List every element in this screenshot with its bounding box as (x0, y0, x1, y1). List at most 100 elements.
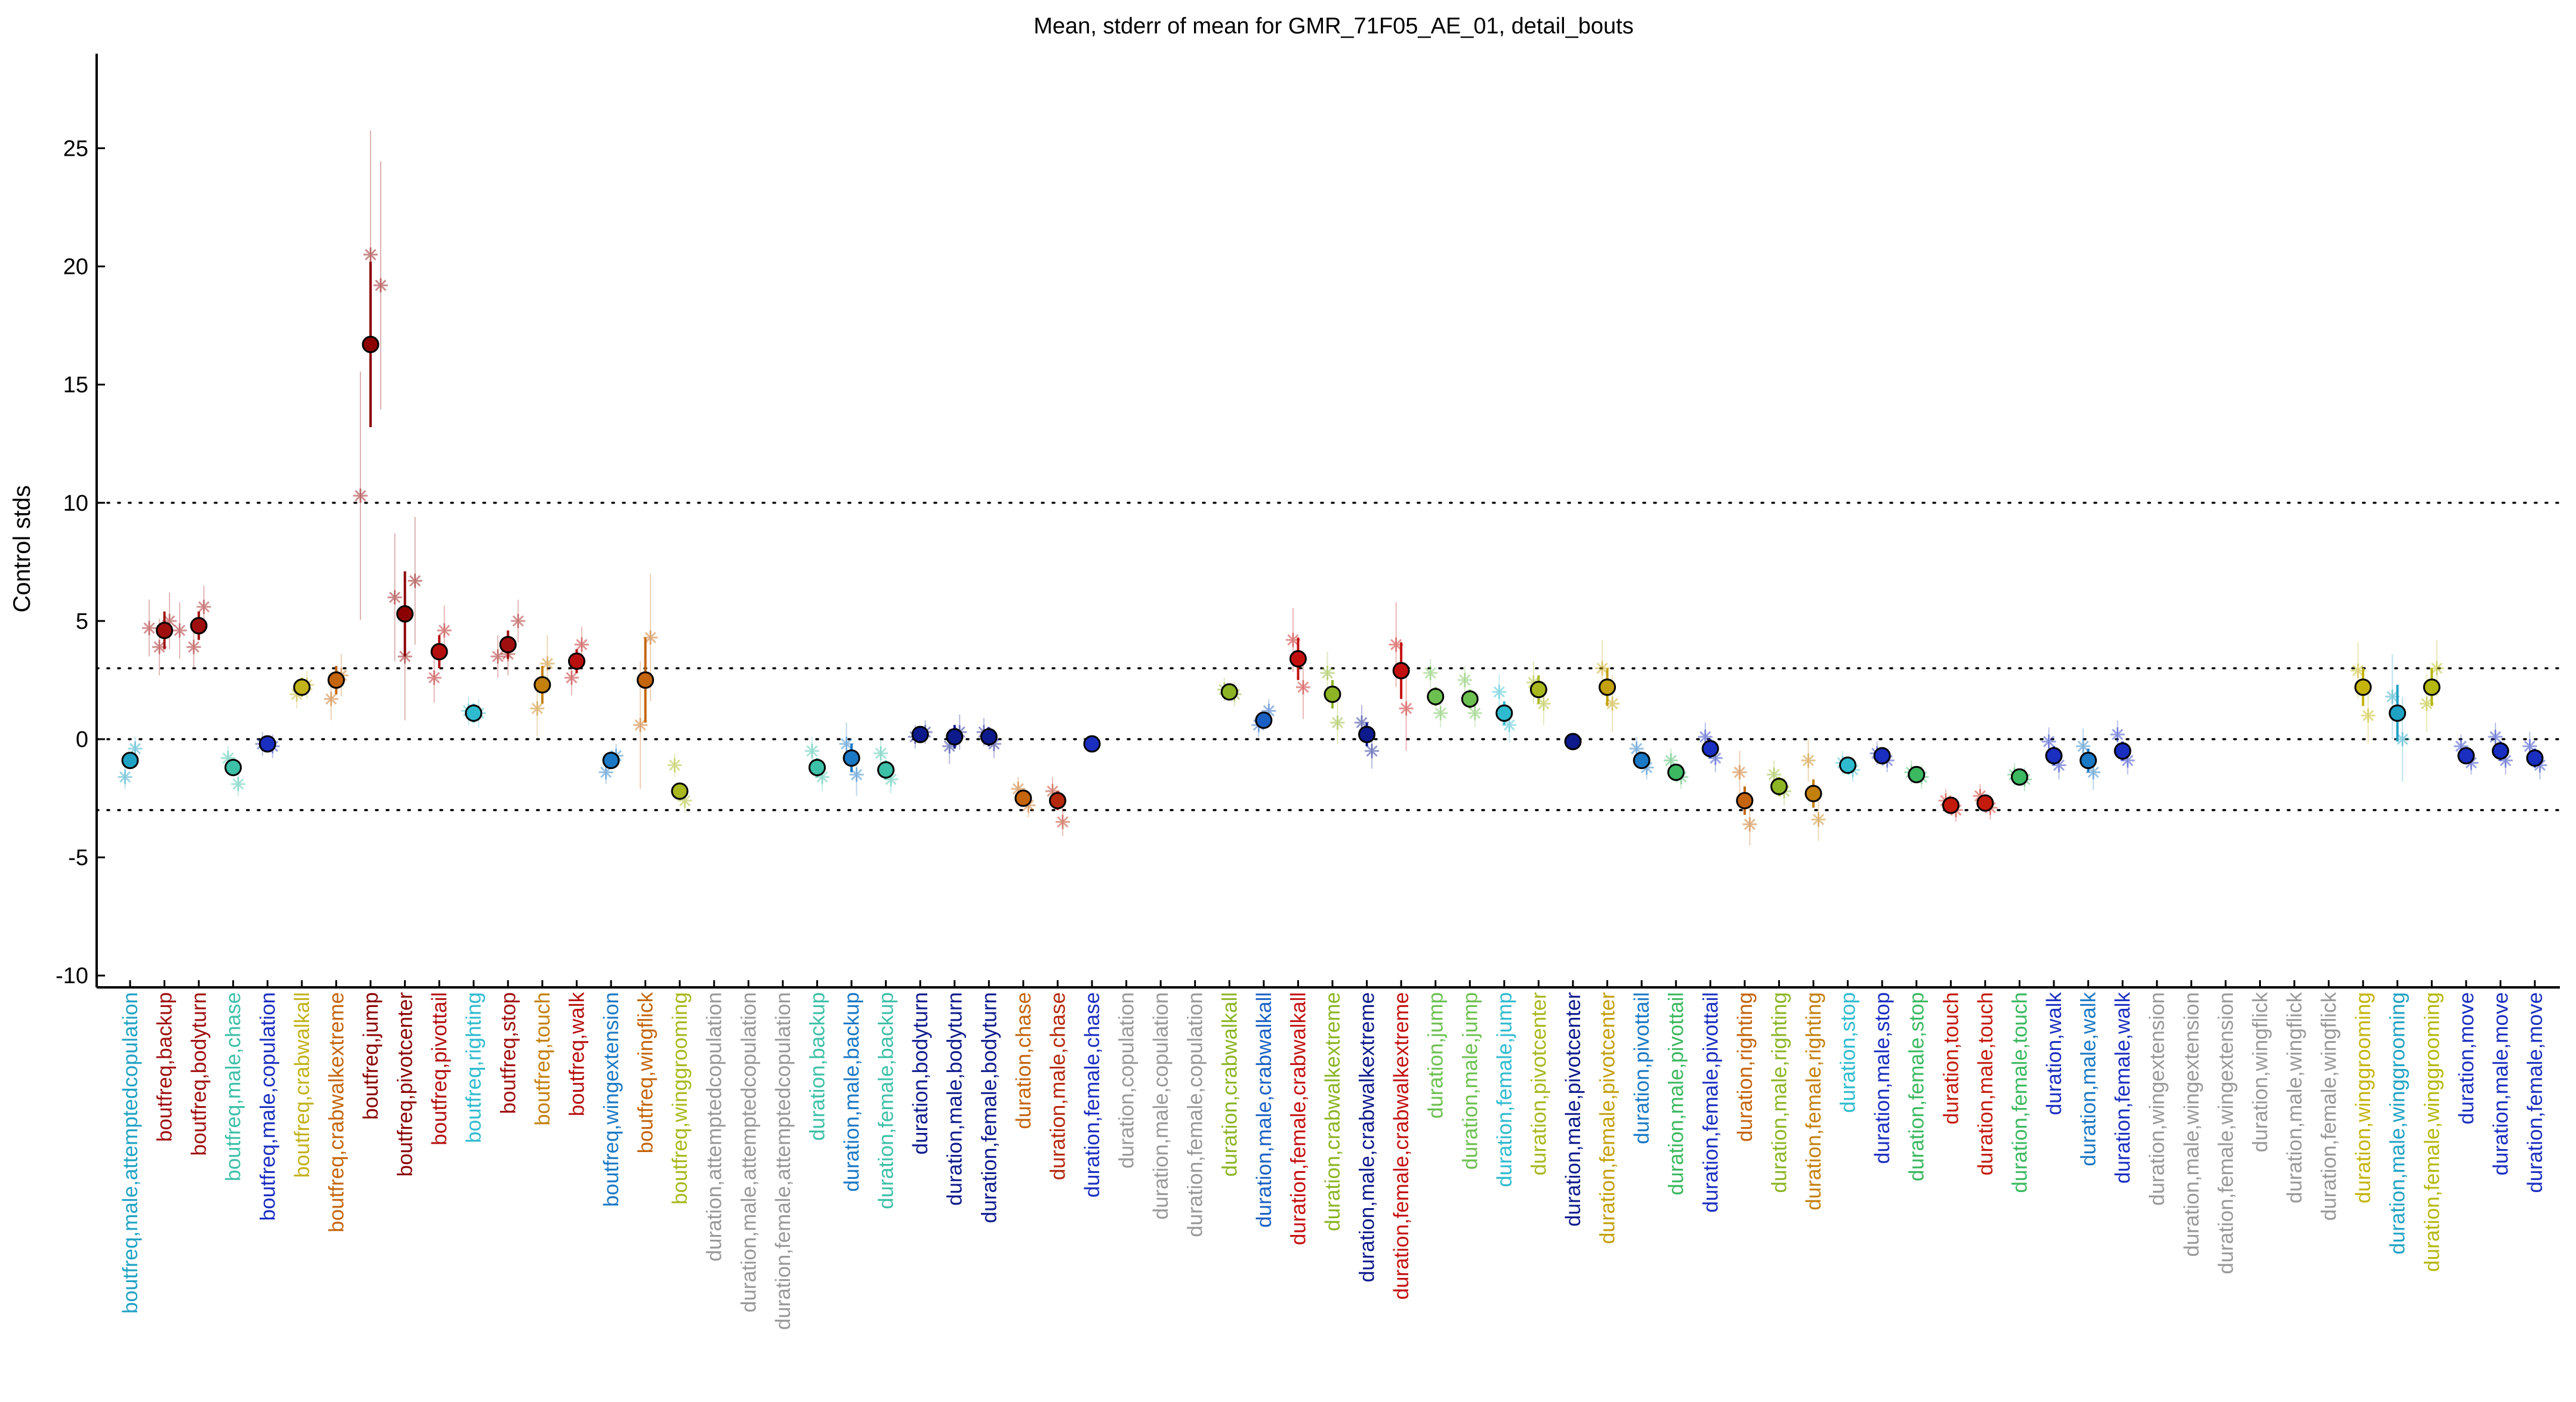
replicate-marker (186, 640, 201, 654)
data-point-group (1973, 784, 1998, 820)
replicate-marker (643, 630, 658, 645)
mean-marker (1529, 681, 1547, 699)
replicate-marker (1732, 765, 1747, 780)
data-point-group (1011, 777, 1036, 817)
data-point-group (1492, 674, 1517, 743)
mean-marker (1942, 796, 1960, 814)
replicate-marker (162, 613, 177, 628)
replicate-marker (530, 701, 545, 716)
x-tick-label: duration,stop (1837, 992, 1860, 1113)
replicate-marker (323, 691, 338, 706)
data-point-group (1423, 659, 1448, 728)
mean-marker (808, 759, 826, 777)
data-point-group (221, 746, 246, 796)
x-tick-label: duration,male,touch (1974, 992, 1997, 1175)
replicate-marker (142, 620, 157, 635)
mean-marker (1392, 662, 1410, 680)
mean-marker (1083, 735, 1101, 753)
mean-marker (2354, 678, 2372, 696)
x-tick-label: duration,female,pivotcenter (1596, 992, 1619, 1244)
mean-marker (1048, 792, 1066, 810)
data-point-group (1869, 741, 1895, 773)
replicate-marker (172, 623, 187, 638)
x-tick-label: boutfreq,male,chase (222, 992, 245, 1181)
data-point-group (633, 573, 658, 789)
x-tick-label: duration,female,winggrooming (2420, 992, 2444, 1272)
x-tick-label: duration,wingextension (2146, 992, 2169, 1206)
data-point-group (2454, 734, 2479, 775)
x-tick-label: duration,male,winggrooming (2386, 992, 2410, 1255)
x-tick-label: duration,female,move (2523, 992, 2547, 1193)
replicate-marker (2120, 753, 2135, 768)
data-point-group (289, 671, 314, 709)
data-point-group (323, 654, 348, 721)
x-tick-label: duration,chase (1012, 992, 1035, 1129)
data-point-group (2110, 720, 2135, 775)
data-point-group (461, 696, 486, 728)
replicate-marker (667, 758, 682, 773)
replicate-marker (1055, 814, 1070, 829)
mean-marker (499, 636, 517, 654)
x-tick-label: duration,pivotcenter (1527, 992, 1550, 1176)
mean-marker (2010, 768, 2028, 786)
y-tick-label: 5 (76, 609, 88, 634)
x-tick-label: duration,female,touch (2008, 992, 2031, 1193)
mean-marker (327, 671, 345, 689)
mean-marker (1908, 765, 1926, 783)
mean-marker (533, 676, 551, 694)
x-tick-label: boutfreq,male,copulation (256, 992, 279, 1221)
x-tick-label: duration,male,pivotcenter (1562, 992, 1585, 1227)
x-tick-label: duration,crabwalkextreme (1321, 992, 1344, 1231)
mean-marker (2457, 747, 2475, 765)
mean-marker (1839, 756, 1857, 774)
mean-marker (567, 652, 585, 670)
data-point-group (1083, 735, 1101, 753)
replicate-marker (1355, 715, 1369, 730)
replicate-marker (986, 736, 1001, 751)
replicate-marker (1467, 706, 1482, 721)
mean-marker (1324, 685, 1341, 703)
mean-marker (911, 725, 929, 743)
data-point-group (1698, 722, 1723, 773)
y-tick-label: 25 (63, 136, 88, 161)
x-tick-label: boutfreq,stop (496, 992, 520, 1114)
replicate-marker (437, 623, 452, 638)
y-tick-label: 0 (76, 727, 88, 752)
x-tick-label: duration,pivottail (1630, 992, 1653, 1144)
x-tick-label: boutfreq,wingextension (600, 992, 623, 1207)
data-point-group (667, 753, 692, 813)
x-tick-label: duration,female,walk (2111, 992, 2134, 1184)
data-point-group (804, 737, 829, 792)
reference-lines (95, 502, 2561, 811)
data-point-group (874, 739, 899, 794)
mean-marker (1427, 688, 1445, 706)
x-tick-label: boutfreq,pivottail (428, 992, 451, 1145)
replicate-marker (1261, 703, 1276, 718)
data-point-group (908, 720, 933, 749)
replicate-marker (196, 600, 211, 614)
replicate-marker (2110, 727, 2125, 742)
replicate-marker (2086, 765, 2101, 780)
x-tick-label: boutfreq,touch (531, 992, 554, 1126)
replicate-marker (2041, 734, 2056, 749)
replicate-marker (1766, 767, 1781, 782)
x-tick-label: duration,male,crabwalkextreme (1356, 992, 1379, 1282)
mean-marker (946, 728, 964, 746)
mean-marker (2491, 742, 2509, 760)
replicate-marker (2395, 731, 2410, 746)
mean-marker (1804, 785, 1822, 802)
mean-marker (1289, 650, 1307, 668)
mean-marker (1220, 683, 1238, 701)
data-point-group (1904, 760, 1929, 789)
data-point-group (599, 743, 624, 785)
replicate-marker (374, 278, 388, 293)
replicate-marker (1011, 782, 1026, 796)
data-point-group (255, 732, 280, 758)
mean-marker (843, 749, 860, 767)
data-marks (118, 130, 2547, 846)
x-tick-label: boutfreq,walk (565, 992, 588, 1117)
replicate-marker (2522, 739, 2537, 754)
y-axis-label: Control stds (9, 485, 35, 612)
x-tick-label: boutfreq,winggrooming (668, 992, 692, 1205)
